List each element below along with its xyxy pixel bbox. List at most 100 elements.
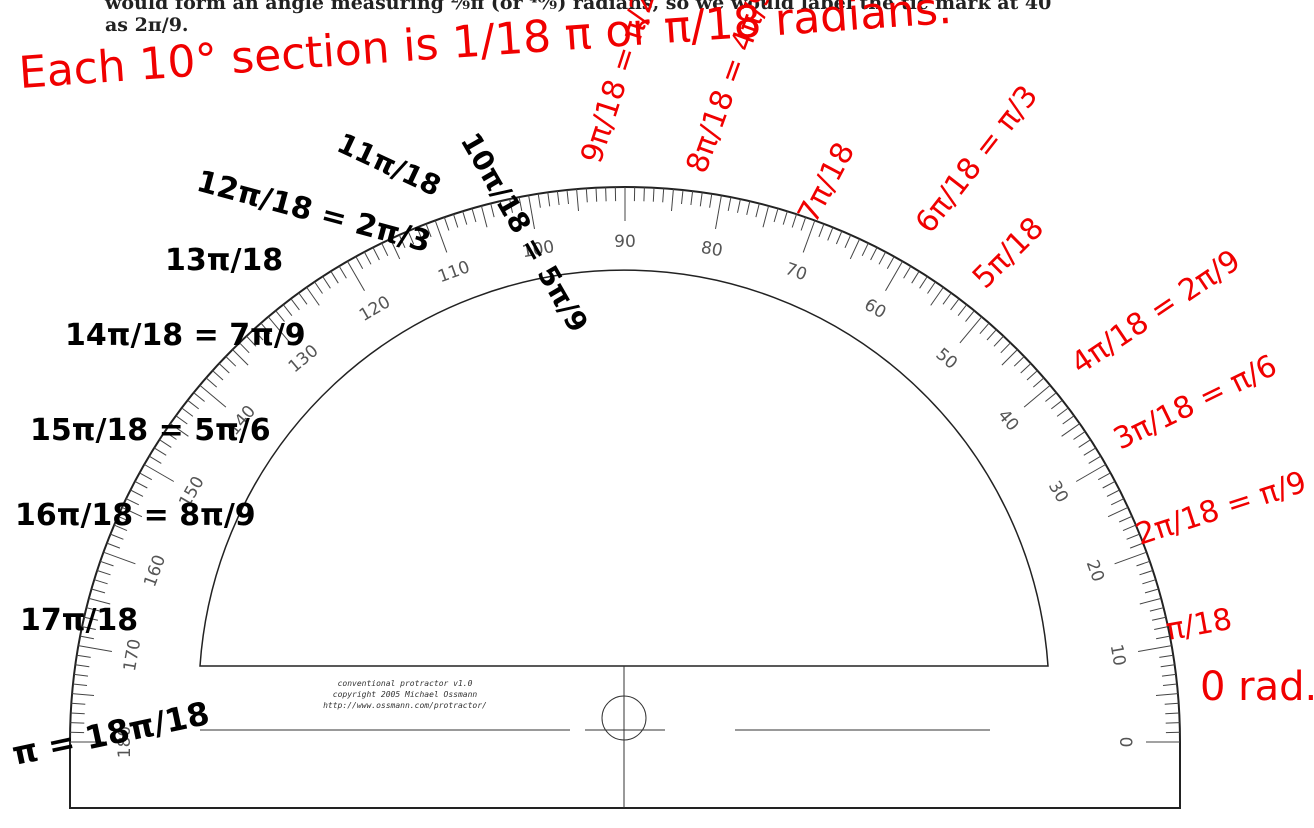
tick-67: [835, 230, 843, 245]
tick-121: [338, 266, 347, 279]
tick-30: [1075, 464, 1106, 482]
tick-147: [159, 439, 172, 448]
tick-123: [322, 276, 331, 289]
tick-160: [103, 551, 136, 565]
tick-2: [1165, 722, 1180, 724]
tick-64: [861, 242, 869, 257]
tick-94: [585, 188, 588, 203]
tick-150: [144, 464, 175, 482]
tick-134: [239, 342, 250, 354]
tick-122: [330, 271, 339, 284]
tick-47: [993, 335, 1004, 347]
tick-172: [75, 664, 90, 668]
annotation-40: 4π/18 = 2π/9: [1065, 243, 1247, 382]
protractor-inner-arc: [199, 269, 1049, 667]
tick-128: [282, 304, 293, 317]
annotation-50: 5π/18: [966, 210, 1051, 295]
tick-158: [110, 533, 124, 540]
tick-154: [125, 498, 140, 506]
tick-3: [1165, 712, 1180, 715]
tick-66: [844, 234, 852, 249]
tick-42: [1026, 370, 1038, 381]
tick-62: [878, 251, 887, 265]
tick-111: [425, 223, 432, 238]
tick-97: [556, 191, 560, 206]
degree-label-180: 180: [115, 726, 135, 758]
tick-52: [957, 304, 968, 317]
tick-14: [1149, 607, 1164, 612]
tick-170: [78, 645, 112, 652]
tick-9: [1159, 654, 1174, 658]
tick-21: [1129, 542, 1144, 549]
tick-79: [727, 197, 732, 211]
tick-104: [490, 203, 495, 218]
tick-4: [1164, 702, 1179, 705]
tick-37: [1056, 407, 1069, 417]
tick-156: [117, 515, 132, 523]
tick-110: [434, 220, 448, 253]
tick-96: [566, 189, 569, 205]
tick-176: [71, 702, 86, 705]
tick-61: [886, 256, 895, 270]
tick-27: [1106, 489, 1120, 497]
tick-129: [275, 310, 285, 322]
tick-15: [1139, 597, 1162, 605]
tick-109: [443, 217, 450, 231]
tick-72: [791, 214, 797, 228]
tick-23: [1122, 524, 1137, 532]
tick-76: [755, 203, 760, 218]
tick-marks: [70, 187, 1180, 743]
tick-18: [1139, 570, 1153, 576]
annotation-10: π/18: [1163, 602, 1234, 648]
credit-line-2: copyright 2005 Michael Ossmann: [333, 690, 478, 699]
tick-144: [175, 415, 188, 425]
tick-113: [407, 230, 415, 245]
tick-163: [94, 579, 108, 585]
tick-95: [576, 189, 579, 212]
tick-24: [1118, 515, 1133, 523]
tick-102: [509, 198, 513, 213]
tick-16: [1144, 588, 1159, 594]
tick-55: [930, 287, 944, 306]
tick-168: [81, 626, 96, 630]
tick-167: [84, 616, 99, 621]
tick-84: [681, 189, 684, 205]
document-text-line2: as 2π/9.: [105, 14, 189, 36]
tick-45: [1001, 349, 1018, 366]
tick-127: [290, 298, 300, 311]
tick-174: [72, 683, 88, 686]
tick-165: [88, 597, 111, 605]
tick-7: [1161, 673, 1176, 677]
tick-98: [547, 192, 551, 207]
tick-85: [671, 189, 674, 212]
tick-10: [1138, 645, 1172, 652]
tick-161: [100, 560, 114, 567]
tick-50: [959, 316, 983, 344]
credit-line-1: conventional protractor v1.0: [338, 679, 473, 688]
tick-142: [187, 399, 200, 410]
tick-149: [149, 455, 162, 464]
tick-112: [416, 227, 423, 241]
tick-58: [911, 271, 920, 284]
tick-105: [480, 205, 488, 228]
tick-33: [1078, 439, 1091, 448]
tick-145: [170, 423, 189, 437]
annotation-0: 0 rad.: [1200, 664, 1314, 710]
tick-71: [800, 217, 807, 231]
tick-114: [398, 234, 406, 249]
annotation-110: 11π/18: [332, 126, 446, 203]
tick-26: [1110, 498, 1125, 506]
tick-155: [121, 506, 143, 518]
annotation-20: 2π/18 = π/9: [1132, 465, 1311, 553]
tick-159: [106, 542, 121, 549]
tick-29: [1097, 472, 1111, 481]
tick-88: [643, 187, 645, 202]
tick-36: [1062, 415, 1075, 425]
tick-143: [181, 407, 194, 417]
tick-117: [372, 247, 380, 261]
tick-6: [1162, 683, 1178, 686]
tick-146: [164, 431, 177, 440]
tick-100: [528, 195, 535, 229]
tick-39: [1045, 392, 1057, 402]
